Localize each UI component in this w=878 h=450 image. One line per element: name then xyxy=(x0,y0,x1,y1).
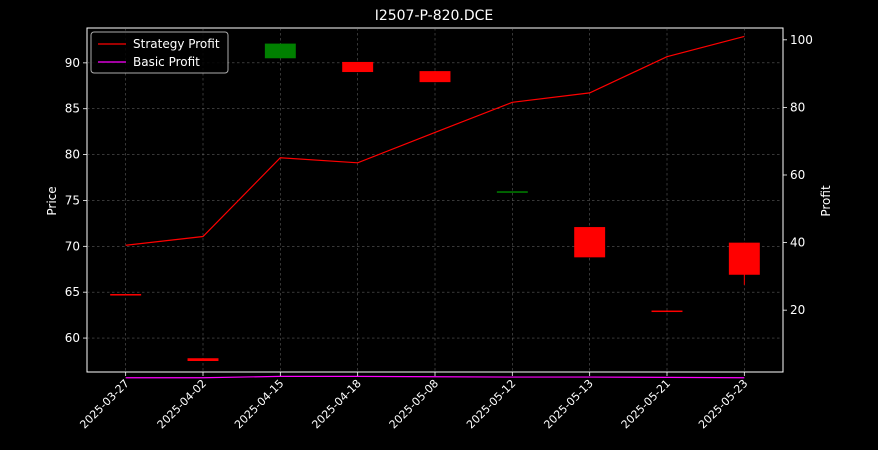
y2-tick-label: 100 xyxy=(790,33,813,47)
candle-body xyxy=(419,71,451,83)
legend-label-strategy-profit: Strategy Profit xyxy=(133,37,220,51)
y2-tick-label: 60 xyxy=(790,168,805,182)
legend-box xyxy=(90,31,229,74)
candle-body xyxy=(187,358,219,361)
candle-body xyxy=(264,43,296,59)
price-candles xyxy=(110,43,760,361)
y-tick-label: 60 xyxy=(65,331,80,345)
chart-title: I2507-P-820.DCE xyxy=(375,8,494,24)
y-tick-label: 80 xyxy=(65,148,80,162)
candle-body xyxy=(728,242,760,275)
y-tick-label: 90 xyxy=(65,56,80,70)
y-tick-label: 65 xyxy=(65,285,80,299)
y-tick-label: 75 xyxy=(65,193,80,207)
y-axis-label-profit: Profit xyxy=(819,185,833,217)
candle-body xyxy=(574,227,606,258)
y2-tick-label: 20 xyxy=(790,303,805,317)
profit-series-lines xyxy=(125,35,745,379)
candle-body xyxy=(342,61,374,73)
y-tick-label: 70 xyxy=(65,239,80,253)
candle-body xyxy=(496,191,528,193)
y-axis-label-price: Price xyxy=(45,186,59,215)
legend: Strategy Profit Basic Profit xyxy=(90,31,229,74)
candle-body xyxy=(110,294,142,296)
y2-tick-label: 80 xyxy=(790,100,805,114)
y2-tick-label: 40 xyxy=(790,236,805,250)
y-tick-label: 85 xyxy=(65,102,80,116)
legend-label-basic-profit: Basic Profit xyxy=(133,55,200,69)
candle-body xyxy=(651,310,683,313)
